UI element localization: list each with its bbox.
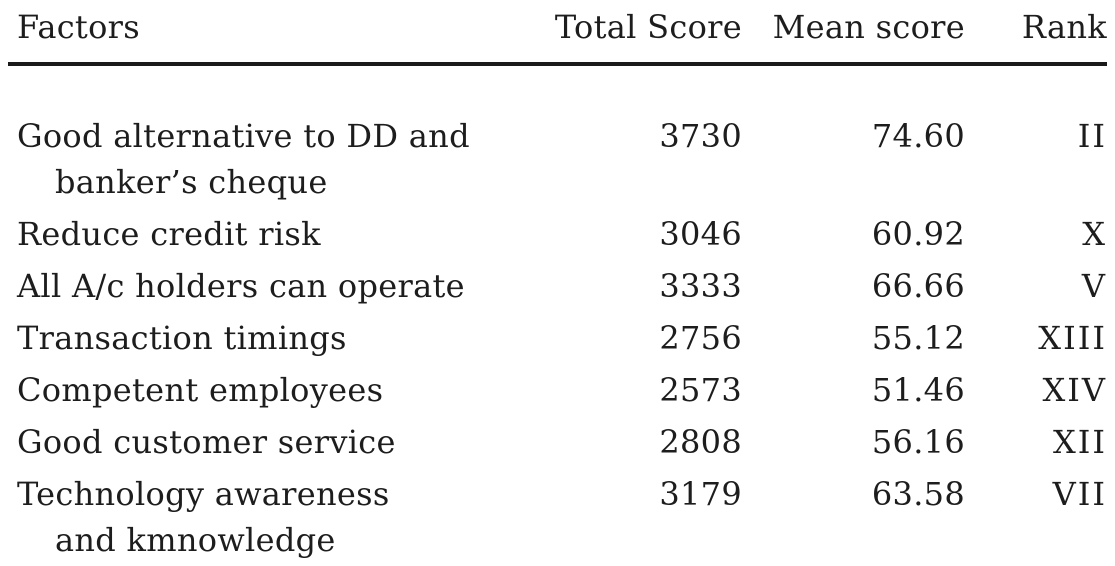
table-row: Good customer service 2808 56.16 XII — [8, 416, 1107, 468]
rank-cell: XII — [1052, 423, 1107, 461]
rank-cell: XIII — [1038, 319, 1107, 357]
factor-text: Good customer service — [17, 423, 396, 461]
factor-cell: Technology awareness and kmnowledge — [8, 468, 548, 566]
table-row: All A/c holders can operate 3333 66.66 V — [8, 260, 1107, 312]
table-row: Technology awareness and kmnowledge 3179 … — [8, 468, 1107, 566]
factor-text-wrapped: and kmnowledge — [55, 521, 336, 559]
total-score-cell: 3179 — [659, 475, 742, 513]
factor-text: All A/c holders can operate — [17, 267, 465, 305]
column-header-mean-score: Mean score — [742, 0, 965, 66]
rank-cell: XIV — [1042, 371, 1107, 409]
mean-score-cell: 66.66 — [871, 267, 965, 305]
mean-score-cell: 63.58 — [871, 475, 965, 513]
table-row: Competent employees 2573 51.46 XIV — [8, 364, 1107, 416]
total-score-cell: 2573 — [659, 371, 742, 409]
mean-score-cell: 51.46 — [871, 371, 965, 409]
mean-score-cell: 74.60 — [871, 117, 965, 155]
table-row: Transaction timings 2756 55.12 XIII — [8, 312, 1107, 364]
factor-text: Transaction timings — [17, 319, 347, 357]
mean-score-cell: 56.16 — [871, 423, 965, 461]
mean-score-cell: 60.92 — [871, 215, 965, 253]
factor-cell: Good customer service — [8, 416, 548, 468]
total-score-cell: 3046 — [659, 215, 742, 253]
rank-cell: X — [1082, 215, 1107, 253]
rank-cell: V — [1081, 267, 1107, 305]
total-score-cell: 3730 — [659, 117, 742, 155]
rank-cell: VII — [1052, 475, 1107, 513]
table-row: Reduce credit risk 3046 60.92 X — [8, 208, 1107, 260]
table-row: Good alternative to DD and banker’s chequ… — [8, 64, 1107, 208]
factor-cell: Reduce credit risk — [8, 208, 548, 260]
column-header-rank: Rank — [965, 0, 1107, 66]
total-score-cell: 2808 — [659, 423, 742, 461]
factor-text-wrapped: banker’s cheque — [55, 163, 328, 201]
factor-text: Reduce credit risk — [17, 215, 321, 253]
factor-text: Competent employees — [17, 371, 384, 409]
rank-cell: II — [1077, 117, 1107, 155]
column-header-factors: Factors — [8, 0, 548, 66]
factor-cell: Transaction timings — [8, 312, 548, 364]
total-score-cell: 2756 — [659, 319, 742, 357]
column-header-total-score: Total Score — [548, 0, 742, 66]
factor-cell: Competent employees — [8, 364, 548, 416]
factor-cell: All A/c holders can operate — [8, 260, 548, 312]
mean-score-cell: 55.12 — [871, 319, 965, 357]
factor-text: Technology awareness — [17, 475, 390, 513]
table-header-row: Factors Total Score Mean score Rank — [8, 0, 1107, 66]
factor-cell: Good alternative to DD and banker’s chequ… — [8, 64, 548, 208]
total-score-cell: 3333 — [659, 267, 742, 305]
factors-score-table: Factors Total Score Mean score Rank Good… — [8, 0, 1107, 566]
factor-text: Good alternative to DD and — [17, 117, 470, 155]
